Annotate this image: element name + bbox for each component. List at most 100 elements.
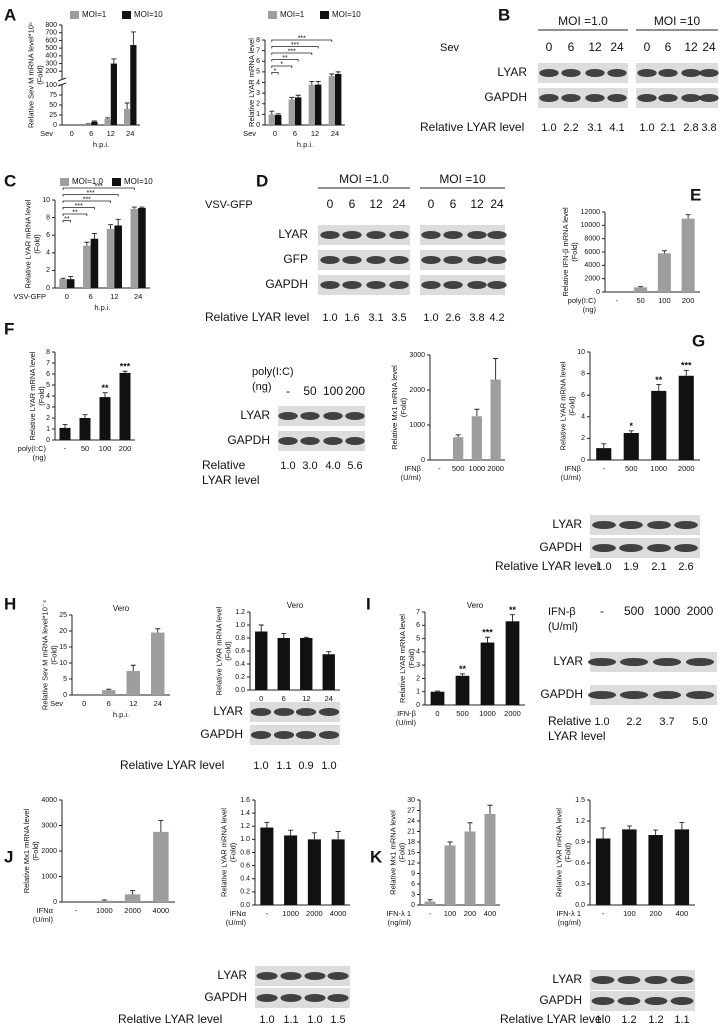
blot-band	[670, 997, 694, 1005]
significance-label: ***	[120, 362, 131, 372]
y-tick-label: 4	[46, 393, 50, 400]
x-tick-label: 24	[134, 292, 142, 301]
x-tick-label: 1000	[479, 709, 496, 718]
blot-band	[256, 972, 278, 980]
level-value: 1.0	[595, 1014, 610, 1026]
error-bar	[653, 829, 659, 835]
blot-band	[685, 691, 715, 699]
x-axis-side-label: Sev	[40, 129, 53, 138]
blot-band	[487, 281, 507, 289]
lane-label: 12	[684, 40, 698, 54]
level-value: 5.0	[692, 716, 707, 728]
y-tick-label: 3	[46, 404, 50, 411]
blot-group-label: MOI =10	[439, 172, 486, 186]
level-value: 1.0	[259, 1014, 274, 1026]
error-bar	[101, 899, 107, 901]
error-bar	[601, 443, 607, 449]
blot-band	[681, 69, 701, 77]
level-value: 2.6	[445, 312, 460, 324]
blot-strip	[318, 225, 410, 245]
y-axis-label: Relative LYAR mRNA level	[219, 808, 228, 897]
level-value: 3.8	[469, 312, 484, 324]
x-tick-label: 0	[82, 699, 86, 708]
bar	[681, 218, 695, 292]
y-tick-label: 6	[256, 58, 260, 65]
y-tick-label: 4	[416, 649, 420, 656]
blot-band	[280, 972, 302, 980]
blot-strip	[590, 538, 700, 558]
level-value: 4.2	[489, 312, 504, 324]
y-tick-label: 5	[46, 382, 50, 389]
blot-band	[421, 231, 441, 239]
level-label: Relative LYAR level	[118, 1012, 222, 1026]
blot-band	[699, 69, 719, 77]
bar	[277, 638, 290, 690]
error-bar	[139, 206, 145, 208]
y-axis-label: (Fold)	[568, 396, 577, 416]
bar	[110, 63, 117, 125]
y-tick-label: 5	[256, 69, 260, 76]
y-tick-label: 0.2	[235, 674, 245, 681]
x-tick-label: 200	[649, 909, 662, 918]
y-tick-label: 15	[59, 644, 67, 651]
y-tick-label: 3000	[409, 352, 425, 359]
y-axis-label: (Fold)	[398, 842, 407, 862]
y-tick-label: 4	[256, 79, 260, 86]
error-bar	[326, 651, 332, 655]
error-bar	[68, 276, 74, 280]
y-tick-label: 10	[59, 660, 67, 667]
error-bar	[315, 80, 321, 85]
error-bar	[91, 120, 97, 122]
blot-band	[467, 256, 487, 264]
bar	[430, 691, 445, 705]
significance-label: *	[629, 421, 633, 431]
x-tick-label: 6	[293, 129, 297, 138]
error-bar	[275, 113, 281, 115]
x-tick-label: 100	[444, 909, 457, 918]
blot-band	[389, 256, 409, 264]
x-tick-label: 2000	[124, 906, 141, 915]
y-tick-label: 75	[49, 92, 57, 99]
error-bar	[295, 94, 301, 98]
level-label: Relative LYAR level	[495, 559, 599, 573]
blot-band	[342, 231, 362, 239]
x-tick-label: 500	[452, 464, 465, 473]
blot-band	[342, 256, 362, 264]
level-value: 3.7	[659, 716, 674, 728]
y-tick-label: 1	[256, 111, 260, 118]
y-tick-label: 5	[63, 676, 67, 683]
y-tick-label: 200	[45, 68, 57, 75]
bar	[106, 229, 115, 288]
panel-letter: I	[366, 594, 371, 613]
y-axis-label: (Fold)	[50, 645, 59, 665]
x-tick-label: 4000	[153, 906, 170, 915]
x-tick-label: 50	[81, 444, 89, 453]
error-bar	[510, 614, 515, 622]
blot-header: Sev	[440, 42, 459, 54]
level-value: 1.5	[330, 1014, 345, 1026]
y-tick-label: 6000	[584, 249, 600, 256]
y-tick-label: 6	[46, 371, 50, 378]
panel-letter: H	[4, 594, 16, 613]
lane-label: 6	[450, 197, 457, 211]
blot-band	[443, 281, 463, 289]
bar	[275, 114, 282, 125]
blot-band	[467, 281, 487, 289]
blot-band	[250, 731, 272, 739]
y-tick-label: 3	[411, 891, 415, 898]
x-axis-side-label: poly(I:C)	[18, 444, 47, 453]
x-axis-label: h.p.i.	[297, 140, 313, 149]
x-axis-side-label: (ng/ml)	[388, 918, 412, 927]
error-bar	[309, 80, 315, 85]
blot-row-label: GAPDH	[204, 990, 247, 1004]
bar	[124, 109, 131, 125]
x-tick-label: 100	[99, 444, 112, 453]
y-axis-label: Relative LYAR mRNA level	[214, 606, 223, 695]
x-tick-label: 24	[331, 129, 339, 138]
y-tick-label: 0.2	[240, 889, 250, 896]
level-value: 1.1	[674, 1014, 689, 1026]
bar	[490, 379, 501, 460]
lane-label: 24	[702, 40, 716, 54]
error-bar	[130, 31, 136, 46]
significance-label: ***	[482, 628, 493, 638]
